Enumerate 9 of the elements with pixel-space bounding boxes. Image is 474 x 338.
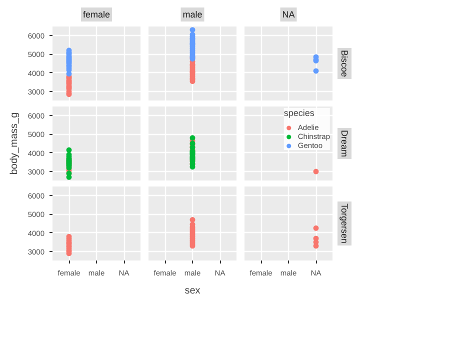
text: Dream bbox=[340, 130, 350, 158]
chart-title: female bbox=[82, 10, 110, 20]
y-axis-title: body_mass_g bbox=[8, 112, 20, 175]
chart-title: NA bbox=[282, 10, 295, 20]
text: Biscoe bbox=[340, 50, 350, 78]
chart-title: male bbox=[182, 10, 202, 20]
x-axis-title: sex bbox=[184, 286, 200, 296]
legend-title: species bbox=[284, 108, 316, 118]
text: Torgersen bbox=[340, 203, 350, 244]
